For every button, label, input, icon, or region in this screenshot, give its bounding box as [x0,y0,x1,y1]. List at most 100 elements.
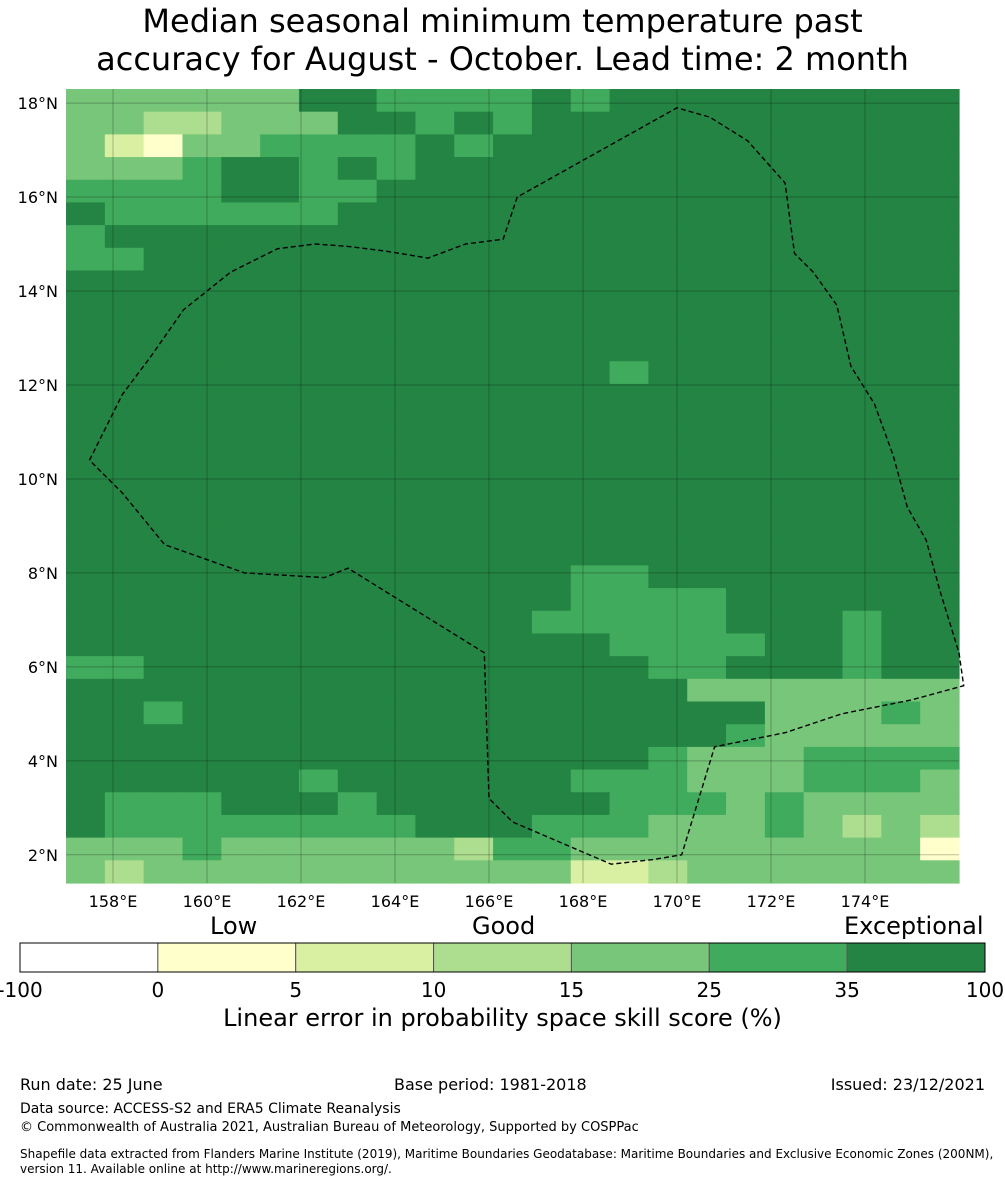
skill-cell [764,474,805,498]
skill-cell [104,293,145,317]
skill-cell [454,89,494,113]
skill-cell [764,678,805,703]
skill-cell [104,315,145,340]
skill-cell [764,860,805,884]
skill-cell [648,179,688,204]
skill-cell [454,315,494,340]
skill-cell [493,89,533,113]
skill-cell [920,814,960,839]
skill-cell [881,746,921,771]
skill-cell [260,293,300,317]
skill-cell [221,474,261,498]
skill-cell [531,588,572,612]
skill-cell [842,111,882,135]
skill-cell [337,497,378,521]
skill-cell [260,542,300,566]
skill-cell [531,225,572,249]
lon-tick-label: 162°E [277,892,326,911]
skill-cell [298,610,339,635]
skill-cell [726,860,766,884]
skill-cell [493,814,533,839]
skill-cell [531,451,572,476]
skill-cell [143,406,184,430]
skill-cell [182,361,222,385]
skill-cell [570,89,611,113]
skill-cell [376,792,417,816]
skill-cell [687,474,727,498]
skill-cell [803,588,844,612]
skill-cell [298,633,339,657]
skill-cell [66,542,106,566]
skill-cell [182,814,222,839]
skill-cell [726,225,766,249]
skill-cell [454,860,494,884]
skill-cell [376,837,417,861]
legend-label-exceptional: Exceptional [844,912,984,940]
skill-cell [298,860,339,884]
skill-cell [920,361,960,385]
skill-cell [920,746,960,771]
skill-cell [531,247,572,272]
skill-cell [648,497,688,521]
skill-cell [493,837,533,861]
skill-cell [104,134,145,158]
skill-cell [687,451,727,476]
skill-cell [260,746,300,771]
skill-cell [493,656,533,680]
lat-tick-label: 14°N [18,282,58,301]
skill-cell [764,361,805,385]
skill-cell [803,746,844,771]
skill-cell [648,89,688,113]
skill-cell [298,792,339,816]
skill-cell [531,429,572,453]
skill-cell [337,474,378,498]
skill-cell [881,814,921,839]
skill-cell [260,179,300,204]
skill-cell [66,474,106,498]
skill-cell [570,202,611,226]
skill-cell [803,338,844,362]
skill-cell [143,157,184,181]
skill-cell [66,701,106,725]
skill-cell [221,270,261,294]
skill-cell [648,769,688,793]
skill-cell [66,497,106,521]
skill-cell [143,610,184,635]
skill-cell [531,111,572,135]
skill-cell [415,202,455,226]
skill-cell [648,225,688,249]
colorbar-frame [19,942,986,973]
skill-cell [415,179,455,204]
skill-cell [415,497,455,521]
skill-cell [842,860,882,884]
skill-cell [881,701,921,725]
skill-cell [66,860,106,884]
skill-cell [182,383,222,408]
colorbar-tick-label: 25 [697,978,722,1002]
lat-tick-label: 16°N [18,188,58,207]
skill-cell [881,134,921,158]
skill-cell [415,565,455,589]
skill-cell [298,338,339,362]
skill-cell [260,474,300,498]
skill-cell [298,247,339,272]
skill-cell [842,724,882,748]
skill-cell [493,338,533,362]
skill-cell [726,610,766,635]
skill-cell [687,270,727,294]
skill-cell [66,837,106,861]
skill-cell [609,89,649,113]
skill-cell [726,134,766,158]
skill-cell [609,520,649,544]
skill-cell [609,315,649,340]
skill-cell [454,474,494,498]
skill-cell [493,724,533,748]
skill-cell [221,701,261,725]
skill-cell [376,361,417,385]
skill-cell [337,315,378,340]
skill-cell [376,451,417,476]
skill-cell [298,701,339,725]
skill-cell [881,406,921,430]
skill-cell [609,225,649,249]
skill-cell [260,860,300,884]
